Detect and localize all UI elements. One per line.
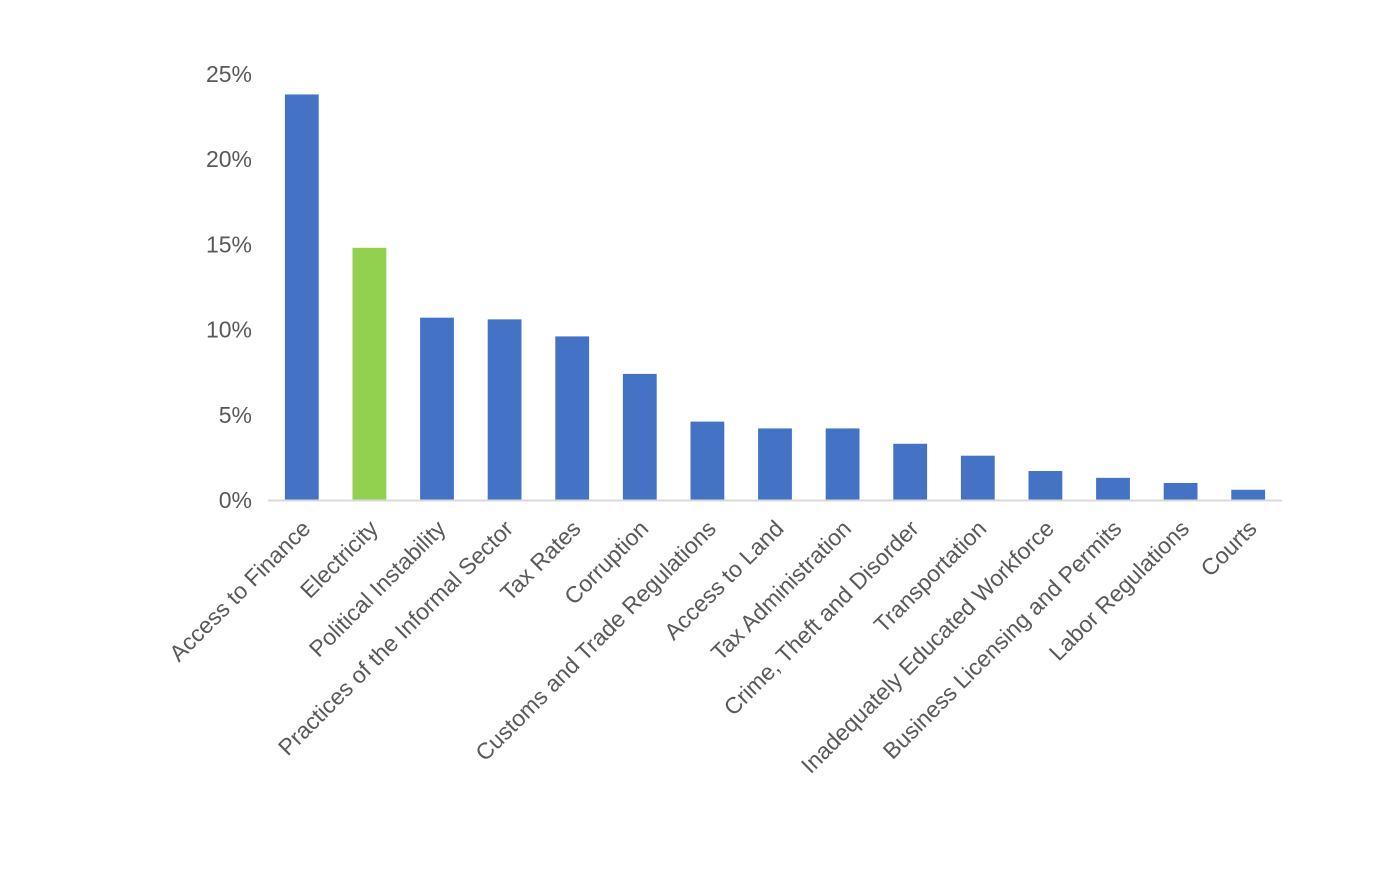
x-tick-label: Customs and Trade Regulations — [470, 515, 721, 766]
bar-courts — [1231, 489, 1266, 500]
bar-business-licensing-and-permits — [1096, 477, 1130, 500]
bar-practices-of-the-informal-sector — [487, 319, 522, 500]
bar-tax-administration — [825, 428, 860, 500]
bar-crime-theft-and-disorder — [893, 443, 928, 500]
bar-electricity — [352, 247, 387, 500]
bar-labor-regulations — [1163, 482, 1198, 500]
bar-corruption — [622, 373, 657, 500]
x-tick-label: Inadequately Educated Workforce — [796, 515, 1059, 778]
x-tick-label: Access to Finance — [164, 515, 315, 666]
x-tick-label: Access to Land — [659, 515, 789, 645]
bar-transportation — [960, 455, 995, 500]
y-tick-label: 10% — [206, 317, 252, 343]
bar-political-instability — [420, 317, 454, 500]
bar-customs-and-trade-regulations — [690, 421, 725, 500]
bar-access-to-land — [758, 428, 792, 500]
bars — [284, 94, 1266, 500]
y-axis-ticks: 0% 5% 10% 15% 20% 25% — [206, 61, 252, 513]
y-tick-label: 5% — [219, 402, 252, 428]
y-tick-label: 25% — [206, 61, 252, 87]
bar-inadequately-educated-workforce — [1028, 471, 1063, 500]
y-tick-label: 20% — [206, 146, 252, 172]
bar-access-to-finance — [284, 94, 319, 500]
y-tick-label: 0% — [219, 487, 252, 513]
y-tick-label: 15% — [206, 231, 252, 257]
bar-tax-rates — [555, 336, 590, 500]
x-tick-label: Courts — [1195, 515, 1261, 581]
